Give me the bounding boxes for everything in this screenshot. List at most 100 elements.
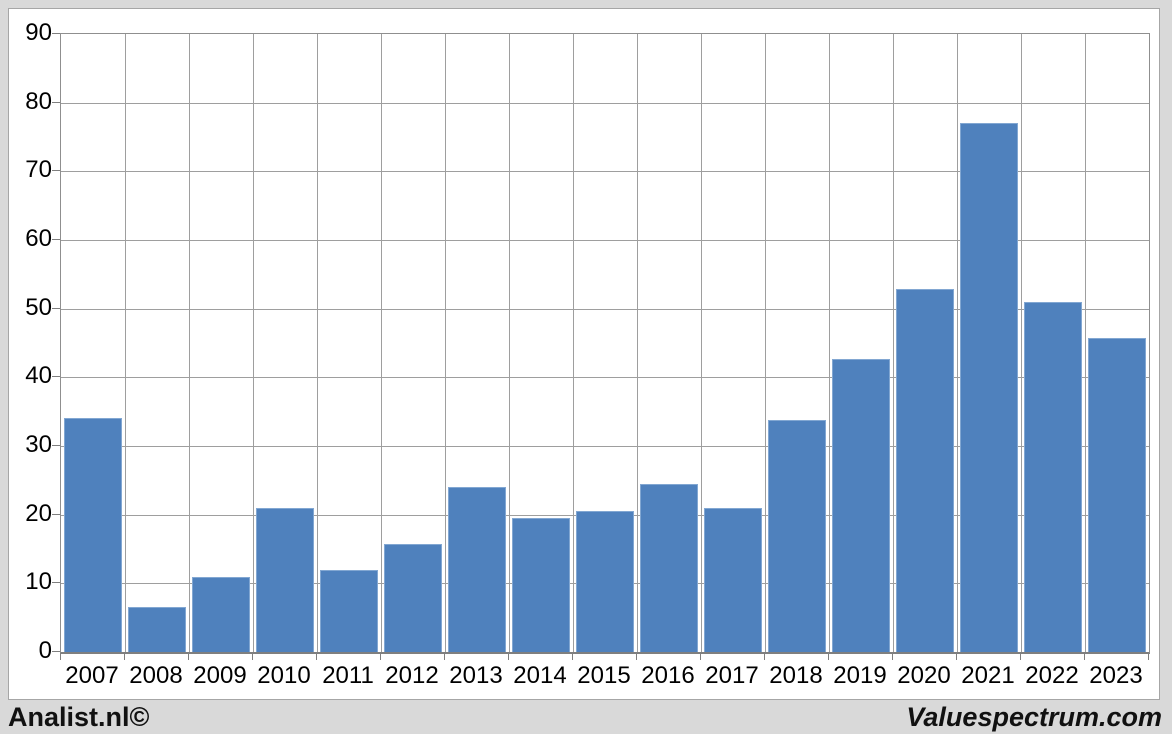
x-axis-label: 2015 — [577, 662, 631, 689]
x-axis-label: 2013 — [449, 662, 503, 689]
v-gridline — [893, 34, 894, 652]
x-axis-label: 2012 — [385, 662, 439, 689]
bar-2014 — [512, 518, 570, 652]
x-axis-label: 2008 — [129, 662, 183, 689]
bar-2008 — [128, 607, 186, 652]
x-axis-label: 2011 — [322, 662, 374, 689]
bar-2023 — [1088, 338, 1146, 652]
v-gridline — [125, 34, 126, 652]
x-axis-tick — [572, 653, 573, 660]
h-gridline — [61, 171, 1149, 173]
x-axis-label: 2020 — [897, 662, 951, 689]
y-axis-label: 50 — [25, 294, 52, 321]
v-gridline — [189, 34, 190, 652]
v-gridline — [253, 34, 254, 652]
h-gridline — [61, 377, 1149, 379]
brand-valuespectrum: Valuespectrum.com — [906, 702, 1162, 732]
x-axis-label: 2007 — [65, 662, 119, 689]
x-axis-tick — [188, 653, 189, 660]
y-axis-tick — [52, 33, 60, 34]
bar-2016 — [640, 484, 698, 652]
bar-2019 — [832, 359, 890, 652]
x-axis-tick — [60, 653, 61, 660]
x-axis-label: 2023 — [1089, 662, 1143, 689]
x-axis-tick — [380, 653, 381, 660]
x-axis-tick — [828, 653, 829, 660]
y-axis-label: 80 — [25, 88, 52, 115]
y-axis-label: 20 — [25, 500, 52, 527]
v-gridline — [637, 34, 638, 652]
v-gridline — [957, 34, 958, 652]
x-axis-label: 2017 — [705, 662, 759, 689]
x-axis-label: 2021 — [961, 662, 1015, 689]
x-axis-label: 2016 — [641, 662, 695, 689]
h-gridline — [61, 102, 1149, 104]
y-axis-label: 70 — [25, 156, 52, 183]
x-axis-label: 2019 — [833, 662, 887, 689]
y-axis-tick — [52, 102, 60, 103]
y-axis-tick — [52, 376, 60, 377]
bar-2015 — [576, 511, 634, 652]
v-gridline — [317, 34, 318, 652]
bar-2021 — [960, 123, 1018, 652]
bar-2022 — [1024, 302, 1082, 652]
x-axis-tick — [252, 653, 253, 660]
v-gridline — [829, 34, 830, 652]
y-axis-tick — [52, 445, 60, 446]
y-axis-label: 40 — [25, 362, 52, 389]
x-axis-tick — [508, 653, 509, 660]
brand-analist: Analist.nl© — [8, 702, 150, 732]
v-gridline — [573, 34, 574, 652]
y-axis-tick — [52, 582, 60, 583]
x-axis-label: 2009 — [193, 662, 247, 689]
y-axis-tick — [52, 170, 60, 171]
bar-2011 — [320, 570, 378, 652]
x-axis-tick — [1084, 653, 1085, 660]
footer-bar: Analist.nl© Valuespectrum.com — [0, 701, 1172, 734]
x-axis-label: 2018 — [769, 662, 823, 689]
v-gridline — [1085, 34, 1086, 652]
h-gridline — [61, 446, 1149, 447]
plot-area — [60, 33, 1150, 654]
bar-2010 — [256, 508, 314, 652]
v-gridline — [701, 34, 702, 652]
x-axis-label: 2014 — [513, 662, 567, 689]
y-axis-tick — [52, 308, 60, 309]
x-axis-label: 2022 — [1025, 662, 1079, 689]
bar-2012 — [384, 544, 442, 652]
y-axis-tick — [52, 514, 60, 515]
y-axis-label: 0 — [38, 637, 52, 664]
x-axis-tick — [636, 653, 637, 660]
bar-2017 — [704, 508, 762, 652]
bar-2020 — [896, 289, 954, 652]
h-gridline — [61, 240, 1149, 241]
x-axis-tick — [1148, 653, 1149, 660]
h-gridline — [61, 308, 1149, 310]
x-axis-tick — [892, 653, 893, 660]
x-axis-tick — [764, 653, 765, 660]
y-axis-tick — [52, 239, 60, 240]
bar-2007 — [64, 418, 122, 652]
x-axis-tick — [956, 653, 957, 660]
v-gridline — [765, 34, 766, 652]
y-axis-label: 90 — [25, 19, 52, 46]
x-axis-tick — [444, 653, 445, 660]
x-axis-label: 2010 — [257, 662, 311, 689]
x-axis-tick — [1020, 653, 1021, 660]
x-axis-tick — [124, 653, 125, 660]
x-axis-tick — [316, 653, 317, 660]
v-gridline — [509, 34, 510, 652]
bar-2018 — [768, 420, 826, 652]
v-gridline — [381, 34, 382, 652]
bar-2013 — [448, 487, 506, 652]
v-gridline — [445, 34, 446, 652]
y-axis-label: 10 — [25, 568, 52, 595]
x-axis-tick — [700, 653, 701, 660]
y-axis-tick — [52, 651, 60, 652]
v-gridline — [1021, 34, 1022, 652]
y-axis-label: 30 — [25, 431, 52, 458]
y-axis-label: 60 — [25, 225, 52, 252]
bar-2009 — [192, 577, 250, 652]
